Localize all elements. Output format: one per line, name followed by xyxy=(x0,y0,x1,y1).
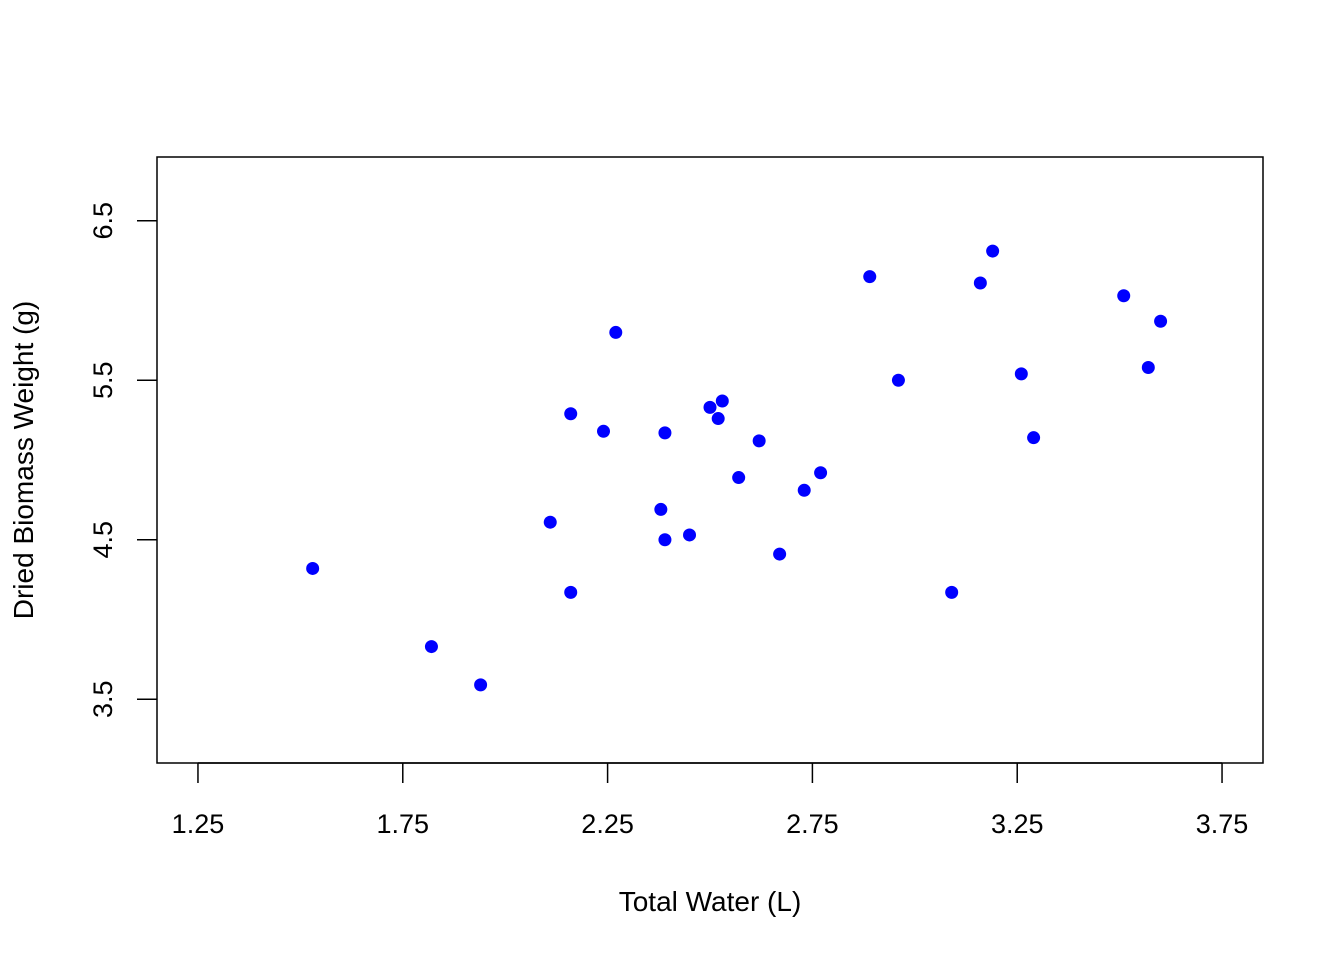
y-tick-label: 4.5 xyxy=(88,521,118,559)
x-axis: 1.25 1.75 2.25 2.75 3.25 3.75 xyxy=(172,762,1249,839)
data-point xyxy=(683,528,697,542)
data-points xyxy=(306,244,1168,692)
y-tick-label: 5.5 xyxy=(88,361,118,399)
x-tick-label: 1.25 xyxy=(172,809,225,839)
data-point xyxy=(715,394,729,408)
data-point xyxy=(1154,314,1168,328)
data-point xyxy=(658,533,672,547)
y-tick-label: 6.5 xyxy=(88,202,118,240)
data-point xyxy=(543,515,557,529)
data-point xyxy=(609,325,623,339)
plot-frame xyxy=(156,156,1264,764)
data-point xyxy=(596,424,610,438)
x-tick-label: 3.75 xyxy=(1196,809,1249,839)
data-point xyxy=(654,502,668,516)
data-point xyxy=(1014,367,1028,381)
y-tick-label: 3.5 xyxy=(88,680,118,718)
data-point xyxy=(1027,431,1041,445)
data-point xyxy=(703,400,717,414)
x-axis-title: Total Water (L) xyxy=(619,886,802,917)
data-point xyxy=(1141,361,1155,375)
data-point xyxy=(797,483,811,497)
data-point xyxy=(752,434,766,448)
y-axis-title: Dried Biomass Weight (g) xyxy=(8,301,39,619)
data-point xyxy=(814,466,828,480)
data-point xyxy=(306,561,320,575)
data-point xyxy=(658,426,672,440)
data-point xyxy=(945,585,959,599)
data-point xyxy=(711,412,725,426)
data-point xyxy=(564,407,578,421)
x-tick-label: 3.25 xyxy=(991,809,1044,839)
data-point xyxy=(863,270,877,284)
data-point xyxy=(973,276,987,290)
x-tick-label: 1.75 xyxy=(376,809,429,839)
data-point xyxy=(986,244,1000,258)
x-tick-label: 2.25 xyxy=(581,809,634,839)
data-point xyxy=(773,547,787,561)
data-point xyxy=(1117,289,1131,303)
data-point xyxy=(424,640,438,654)
x-tick-label: 2.75 xyxy=(786,809,839,839)
y-axis: 3.5 4.5 5.5 6.5 xyxy=(88,202,157,718)
data-point xyxy=(891,373,905,387)
data-point xyxy=(564,585,578,599)
data-point xyxy=(732,471,746,485)
data-point xyxy=(474,678,488,692)
